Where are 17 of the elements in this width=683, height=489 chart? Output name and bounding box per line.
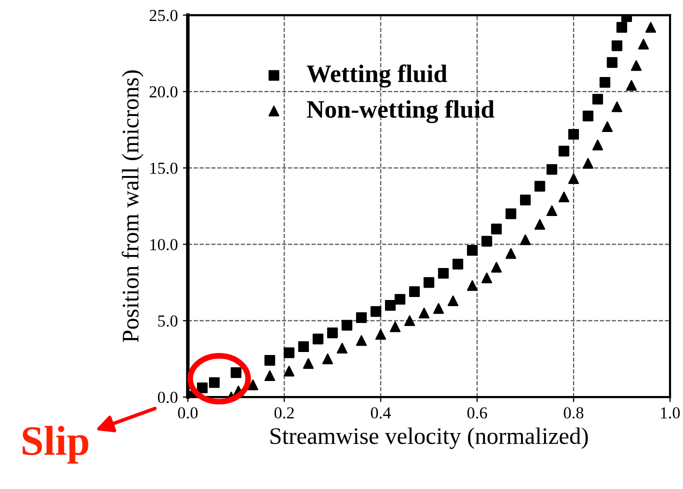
y-tick-label: 25.0: [150, 10, 178, 22]
legend-label: Wetting fluid: [306, 64, 448, 88]
y-tick-label: 0.0: [158, 392, 178, 404]
x-tick-label: 0.6: [467, 407, 488, 419]
y-tick-label: 5.0: [158, 315, 178, 327]
annotation: Slip: [22, 426, 88, 464]
legend-label: Non-wetting fluid: [306, 100, 494, 124]
y-tick-label: 10.0: [150, 239, 178, 250]
x-tick-label: 0.4: [370, 407, 391, 419]
x-tick-label: 1.0: [661, 407, 680, 419]
y-tick-label: 20.0: [150, 86, 178, 98]
y-tick-label: 15.0: [150, 162, 178, 174]
x-axis-title: Streamwise velocity (normalized): [270, 427, 588, 449]
y-axis-title: Position from wall (microns): [122, 70, 144, 342]
x-tick-label: 0.0: [178, 407, 198, 419]
x-tick-label: 0.2: [274, 407, 294, 419]
x-tick-label: 0.8: [564, 407, 584, 419]
